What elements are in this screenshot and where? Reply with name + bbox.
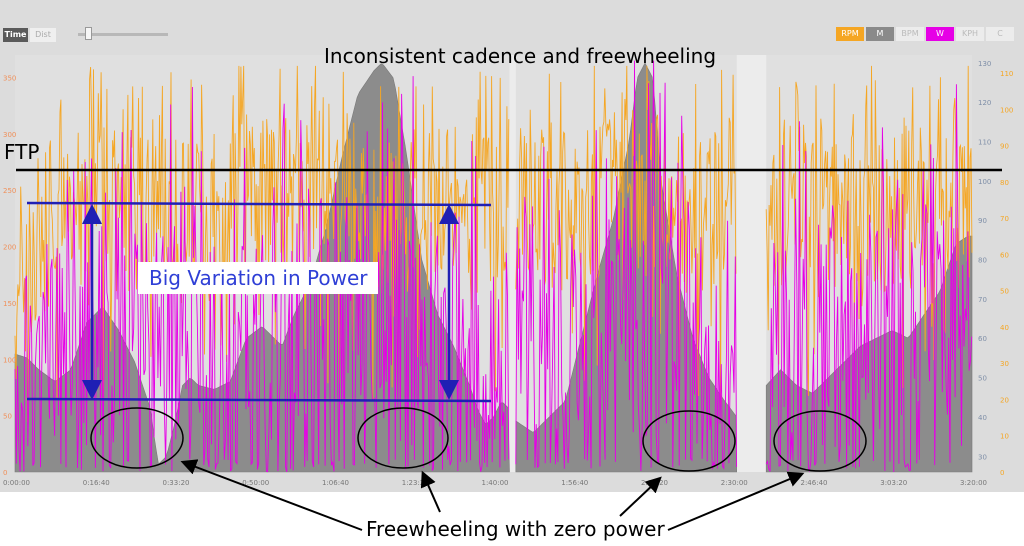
temperature-toggle-button[interactable]: C [986, 27, 1014, 41]
power-line-segment-2 [765, 84, 973, 473]
freewheel-arrow-1 [420, 470, 441, 513]
cadence-axis-tick-0: 0 [1000, 469, 1004, 477]
power-variation-label: Big Variation in Power [138, 262, 379, 294]
x-axis-tick-11: 3:03:20 [880, 479, 907, 487]
zoom-slider-thumb[interactable] [85, 27, 92, 40]
cadence-axis-tick-110: 110 [1000, 70, 1013, 78]
cadence-axis-tick-40: 40 [1000, 324, 1009, 332]
cadence-axis-tick-50: 50 [1000, 288, 1009, 296]
x-axis-tick-9: 2:30:00 [721, 479, 748, 487]
left-axis-tick-300: 300 [3, 131, 16, 139]
ftp-label: FTP [4, 140, 40, 164]
elevation-axis-tick-130: 130 [978, 60, 991, 68]
left-axis-tick-0: 0 [3, 469, 7, 477]
freewheel-ellipse-0 [90, 407, 184, 469]
power-line-segment-1 [515, 60, 738, 471]
x-axis-tick-2: 0:33:20 [163, 479, 190, 487]
x-axis-tick-6: 1:40:00 [482, 479, 509, 487]
left-axis-tick-200: 200 [3, 244, 16, 252]
time-toggle-button[interactable]: Time [3, 28, 28, 42]
distance-toggle-button[interactable]: Dist [30, 28, 56, 42]
elevation-axis-tick-60: 60 [978, 335, 987, 343]
cadence-axis-tick-30: 30 [1000, 360, 1009, 368]
freewheel-ellipse-3 [773, 410, 867, 472]
elevation-axis-tick-90: 90 [978, 217, 987, 225]
freewheel-arrow-2 [619, 476, 662, 517]
rpm-line-segment-2 [765, 65, 973, 396]
bpm-toggle-button[interactable]: BPM [896, 27, 924, 41]
x-axis-tick-7: 1:56:40 [561, 479, 588, 487]
left-axis-tick-100: 100 [3, 356, 16, 364]
cadence-axis-tick-60: 60 [1000, 251, 1009, 259]
cadence-axis-tick-20: 20 [1000, 396, 1009, 404]
x-axis-tick-12: 3:20:00 [960, 479, 987, 487]
freewheel-arrow-3 [667, 471, 805, 531]
x-axis-tick-0: 0:00:00 [3, 479, 30, 487]
elevation-axis-tick-30: 30 [978, 453, 987, 461]
x-axis-tick-3: 0:50:00 [242, 479, 269, 487]
cadence-axis-tick-70: 70 [1000, 215, 1009, 223]
x-axis-tick-10: 2:46:40 [801, 479, 828, 487]
cadence-axis-tick-90: 90 [1000, 143, 1009, 151]
cadence-axis-tick-80: 80 [1000, 179, 1009, 187]
cadence-axis-tick-10: 10 [1000, 433, 1009, 441]
kph-toggle-button[interactable]: KPH [956, 27, 984, 41]
freewheel-ellipse-2 [642, 410, 736, 472]
elevation-axis-tick-40: 40 [978, 414, 987, 422]
watts-toggle-button[interactable]: W [926, 27, 954, 41]
rpm-line-segment-1 [515, 65, 737, 405]
elevation-axis-tick-110: 110 [978, 139, 991, 147]
elevation-axis-tick-100: 100 [978, 178, 991, 186]
freewheel-ellipse-1 [357, 407, 449, 469]
chart-title: Inconsistent cadence and freewheeling [324, 44, 717, 68]
data-gap-0 [509, 55, 516, 472]
elevation-axis-tick-80: 80 [978, 257, 987, 265]
rpm-line-segment-0 [14, 65, 510, 423]
x-axis-tick-5: 1:23:20 [402, 479, 429, 487]
left-axis-tick-250: 250 [3, 187, 16, 195]
elevation-axis-tick-70: 70 [978, 296, 987, 304]
elevation-axis-tick-120: 120 [978, 99, 991, 107]
freewheel-arrow-0 [180, 459, 363, 531]
data-gap-1 [736, 55, 767, 472]
left-axis-tick-350: 350 [3, 75, 16, 83]
elevation-axis-tick-50: 50 [978, 375, 987, 383]
rpm-toggle-button[interactable]: RPM [836, 27, 864, 41]
left-axis-tick-150: 150 [3, 300, 16, 308]
x-axis-tick-1: 0:16:40 [83, 479, 110, 487]
x-axis-tick-4: 1:06:40 [322, 479, 349, 487]
left-axis-tick-50: 50 [3, 413, 12, 421]
elevation-toggle-button[interactable]: M [866, 27, 894, 41]
variation-bottom-line [26, 397, 492, 403]
zoom-slider-track[interactable] [78, 33, 168, 36]
variation-top-line [26, 201, 492, 207]
cadence-axis-tick-100: 100 [1000, 106, 1013, 114]
freewheeling-label: Freewheeling with zero power [366, 517, 665, 541]
